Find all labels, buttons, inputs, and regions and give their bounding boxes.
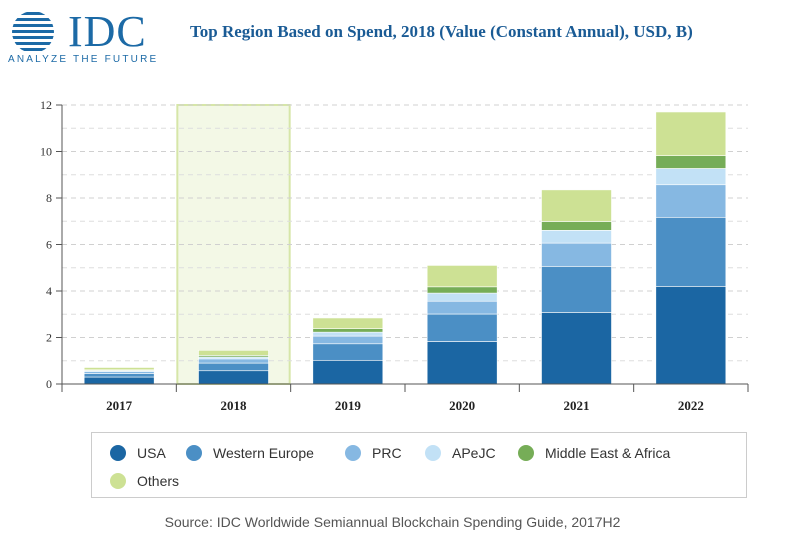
bar-segment-2018-usa[interactable]	[198, 370, 269, 385]
y-tick-label: 4	[46, 284, 52, 298]
legend-swatch-usa	[110, 445, 126, 461]
legend-swatch-apejc	[425, 445, 441, 461]
bar-segment-2022-western-europe[interactable]	[655, 216, 727, 287]
bar-segment-2022-apejc[interactable]	[655, 168, 727, 186]
bar-segment-2019-others[interactable]	[312, 317, 384, 329]
logo-tagline: ANALYZE THE FUTURE	[8, 54, 159, 65]
bar-segment-2017-others[interactable]	[83, 367, 155, 371]
legend-label-western-europe: Western Europe	[213, 445, 314, 461]
bar-segment-2017-western-europe[interactable]	[83, 373, 155, 378]
bar-segment-2018-prc[interactable]	[198, 358, 269, 364]
bar-segment-2018-western-europe[interactable]	[198, 362, 269, 372]
bar-segment-2017-prc[interactable]	[83, 371, 155, 374]
legend-item-others[interactable]: Others	[110, 473, 179, 489]
y-tick-label: 10	[40, 145, 52, 159]
legend-swatch-western-europe	[186, 445, 202, 461]
x-tick-label-2018: 2018	[221, 398, 248, 413]
bar-segment-2022-usa[interactable]	[655, 286, 727, 385]
bar-segment-2022-others[interactable]	[655, 111, 727, 156]
x-tick-label-2017: 2017	[106, 398, 133, 413]
chart-legend: USA Western Europe PRC APeJC Middle East…	[91, 432, 747, 498]
legend-item-western-europe[interactable]: Western Europe	[186, 445, 314, 461]
x-tick-label-2019: 2019	[335, 398, 362, 413]
bar-segment-2020-prc[interactable]	[426, 300, 498, 315]
bar-segment-2020-others[interactable]	[426, 265, 498, 288]
y-tick-label: 2	[46, 331, 52, 345]
legend-swatch-middle-east-africa	[518, 445, 534, 461]
bar-segment-2021-middle-east-africa[interactable]	[541, 221, 612, 231]
x-tick-label-2020: 2020	[449, 398, 475, 413]
legend-label-others: Others	[137, 473, 180, 489]
legend-label-prc: PRC	[372, 445, 402, 461]
legend-label-apejc: APeJC	[452, 445, 496, 461]
bar-segment-2019-western-europe[interactable]	[312, 343, 384, 361]
bar-segment-2022-middle-east-africa[interactable]	[655, 155, 727, 169]
bar-segment-2020-apejc[interactable]	[426, 292, 498, 302]
bar-segment-2019-middle-east-africa[interactable]	[312, 328, 384, 333]
legend-swatch-others	[110, 473, 126, 489]
chart-title: Top Region Based on Spend, 2018 (Value (…	[190, 22, 693, 41]
bar-segment-2018-others[interactable]	[198, 349, 269, 356]
legend-item-prc[interactable]: PRC	[345, 445, 402, 461]
bar-segment-2021-usa[interactable]	[541, 312, 612, 385]
bar-segment-2021-apejc[interactable]	[541, 230, 612, 244]
y-tick-label: 12	[40, 98, 52, 112]
idc-logo: IDC ANALYZE THE FUTURE	[6, 8, 166, 70]
bar-segment-2019-usa[interactable]	[312, 359, 384, 385]
legend-label-usa: USA	[137, 445, 166, 461]
bar-segment-2020-usa[interactable]	[426, 341, 498, 385]
y-tick-label: 6	[46, 238, 52, 252]
legend-item-middle-east-africa[interactable]: Middle East & Africa	[518, 445, 670, 461]
bar-segment-2017-usa[interactable]	[83, 376, 155, 385]
bar-segment-2019-prc[interactable]	[312, 335, 384, 345]
legend-label-middle-east-africa: Middle East & Africa	[545, 445, 671, 461]
x-tick-label-2022: 2022	[678, 398, 704, 413]
bar-segment-2020-western-europe[interactable]	[426, 313, 498, 342]
bar-segment-2019-apejc[interactable]	[312, 331, 384, 337]
bar-segment-2021-prc[interactable]	[541, 242, 612, 267]
bar-segment-2020-middle-east-africa[interactable]	[426, 286, 498, 294]
legend-swatch-prc	[345, 445, 361, 461]
source-note: Source: IDC Worldwide Semiannual Blockch…	[164, 514, 621, 530]
y-tick-label: 0	[46, 377, 52, 391]
bar-segment-2022-prc[interactable]	[655, 184, 727, 218]
bar-segment-2021-western-europe[interactable]	[541, 266, 612, 313]
idc-globe-icon	[12, 12, 54, 51]
x-tick-label-2021: 2021	[564, 398, 590, 413]
legend-item-usa[interactable]: USA	[110, 445, 166, 461]
chart-area: 0 2 4 6 8 10 12 2017 2018 2019 2020 2021 2022	[40, 98, 749, 413]
y-tick-label: 8	[46, 191, 52, 205]
legend-item-apejc[interactable]: APeJC	[425, 445, 496, 461]
logo-text: IDC	[68, 7, 147, 56]
bar-segment-2021-others[interactable]	[541, 189, 612, 222]
